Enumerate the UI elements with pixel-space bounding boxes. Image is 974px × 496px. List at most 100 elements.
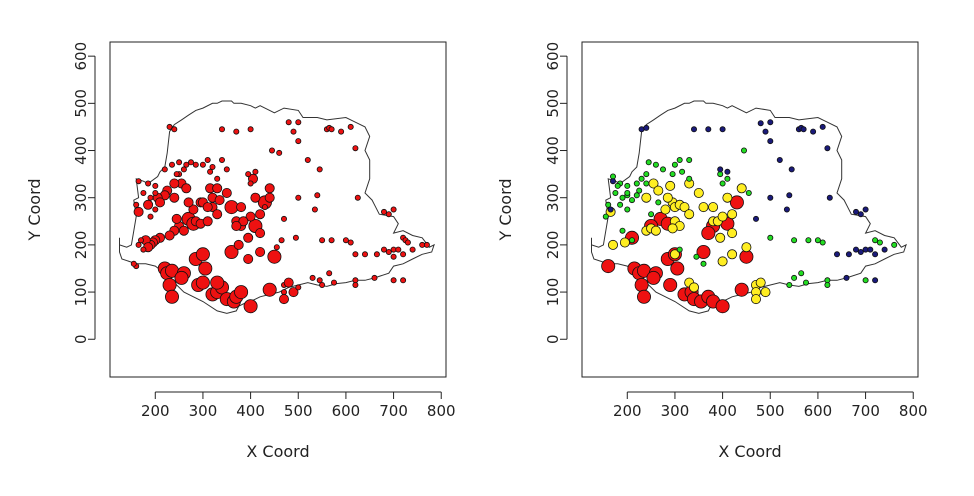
data-point bbox=[342, 237, 349, 244]
data-point bbox=[629, 237, 636, 244]
data-point bbox=[602, 213, 609, 220]
data-point bbox=[319, 281, 326, 288]
data-point bbox=[255, 209, 266, 220]
data-point bbox=[641, 192, 652, 203]
data-point bbox=[292, 234, 299, 241]
data-point bbox=[273, 244, 280, 251]
data-point bbox=[788, 166, 795, 173]
y-tick-label: 600 bbox=[544, 42, 562, 71]
data-point bbox=[390, 206, 397, 213]
data-point bbox=[135, 178, 142, 185]
data-point bbox=[872, 277, 879, 284]
data-point bbox=[304, 156, 311, 163]
data-point bbox=[872, 251, 879, 258]
data-point bbox=[183, 161, 190, 168]
data-point bbox=[810, 128, 817, 135]
data-point bbox=[679, 168, 686, 175]
data-point bbox=[130, 260, 137, 267]
data-point bbox=[390, 277, 397, 284]
data-point bbox=[195, 247, 210, 262]
data-point bbox=[295, 119, 302, 126]
data-point bbox=[824, 145, 831, 152]
data-point bbox=[143, 199, 154, 210]
data-point bbox=[676, 156, 683, 163]
data-point bbox=[247, 126, 254, 133]
data-point bbox=[245, 211, 256, 222]
data-point bbox=[234, 285, 249, 300]
data-point bbox=[757, 120, 764, 127]
data-point bbox=[715, 232, 726, 243]
data-point bbox=[619, 237, 630, 248]
data-point bbox=[221, 187, 232, 198]
x-tick-label: 200 bbox=[141, 402, 170, 420]
data-point bbox=[741, 242, 752, 253]
data-point bbox=[295, 194, 302, 201]
data-point bbox=[223, 166, 230, 173]
data-point bbox=[629, 197, 636, 204]
data-point bbox=[862, 206, 869, 213]
data-point bbox=[614, 182, 621, 189]
data-point bbox=[783, 206, 790, 213]
data-point bbox=[834, 251, 841, 258]
x-tick-label: 500 bbox=[756, 402, 785, 420]
data-point bbox=[231, 220, 242, 231]
data-point bbox=[715, 299, 730, 314]
data-point bbox=[233, 239, 244, 250]
y-tick-label: 400 bbox=[544, 136, 562, 165]
data-point bbox=[147, 194, 154, 201]
y-axis-label: Y Coord bbox=[25, 178, 44, 241]
data-point bbox=[637, 289, 652, 304]
y-tick-label: 100 bbox=[544, 278, 562, 307]
x-tick-label: 600 bbox=[332, 402, 361, 420]
data-point bbox=[209, 163, 216, 170]
data-point bbox=[727, 209, 738, 220]
data-point bbox=[152, 189, 159, 196]
data-point bbox=[352, 281, 359, 288]
data-point bbox=[717, 166, 724, 173]
data-point bbox=[243, 299, 258, 314]
data-point bbox=[385, 211, 392, 218]
right-scatter-plot: 200 300 400 500 600 700 800 0 100 200 300 400 500 600… bbox=[496, 41, 928, 461]
data-point bbox=[791, 274, 798, 281]
data-point bbox=[390, 253, 397, 260]
data-point bbox=[767, 119, 774, 126]
data-point bbox=[347, 239, 354, 246]
data-point bbox=[371, 274, 378, 281]
data-point bbox=[638, 175, 645, 182]
data-point bbox=[133, 206, 144, 217]
data-point bbox=[218, 126, 225, 133]
data-point bbox=[316, 277, 323, 284]
y-tick-label: 200 bbox=[544, 231, 562, 260]
data-point bbox=[805, 237, 812, 244]
data-point bbox=[276, 149, 283, 156]
data-point bbox=[173, 171, 180, 178]
data-point bbox=[751, 294, 762, 305]
data-point bbox=[261, 204, 268, 211]
data-point bbox=[354, 194, 361, 201]
data-point bbox=[693, 187, 704, 198]
data-point bbox=[776, 156, 783, 163]
data-point bbox=[662, 192, 673, 203]
data-point bbox=[380, 208, 387, 215]
data-point bbox=[214, 175, 221, 182]
data-point bbox=[670, 261, 685, 276]
data-point bbox=[669, 249, 680, 260]
data-point bbox=[162, 277, 177, 292]
data-point bbox=[845, 251, 852, 258]
data-point bbox=[268, 147, 275, 154]
x-tick-label: 700 bbox=[851, 402, 880, 420]
data-point bbox=[652, 161, 659, 168]
x-tick-label: 200 bbox=[613, 402, 642, 420]
data-point bbox=[679, 202, 690, 213]
data-point bbox=[171, 126, 178, 133]
data-point bbox=[700, 260, 707, 267]
data-point bbox=[736, 183, 747, 194]
data-point bbox=[347, 123, 354, 130]
data-point bbox=[330, 279, 337, 286]
x-axis-label: X Coord bbox=[246, 442, 309, 461]
data-point bbox=[612, 189, 619, 196]
x-axis-label: X Coord bbox=[718, 442, 781, 461]
data-point bbox=[309, 274, 316, 281]
data-point bbox=[247, 180, 254, 187]
